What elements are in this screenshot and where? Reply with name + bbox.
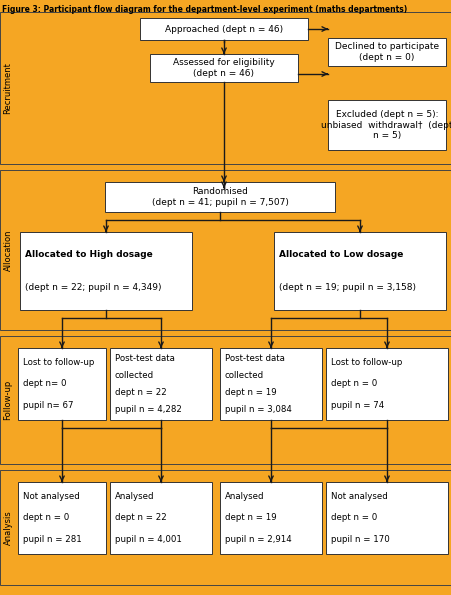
Bar — [0, 470, 451, 585]
Bar — [273, 232, 445, 310]
Text: Approached (dept n = 46): Approached (dept n = 46) — [165, 24, 282, 33]
Text: collected: collected — [225, 371, 263, 380]
Bar — [18, 482, 106, 554]
Bar — [220, 348, 321, 420]
Text: pupil n = 281: pupil n = 281 — [23, 536, 82, 544]
Text: Randomised
(dept n = 41; pupil n = 7,507): Randomised (dept n = 41; pupil n = 7,507… — [151, 187, 288, 206]
Bar — [110, 348, 212, 420]
Bar — [18, 348, 106, 420]
Text: dept n = 0: dept n = 0 — [23, 513, 69, 522]
Text: Post-test data: Post-test data — [225, 355, 284, 364]
Bar — [150, 54, 297, 82]
Text: (dept n = 22; pupil n = 4,349): (dept n = 22; pupil n = 4,349) — [25, 283, 161, 293]
Text: Not analysed: Not analysed — [330, 491, 387, 500]
Text: Analysed: Analysed — [225, 491, 264, 500]
Text: pupil n= 67: pupil n= 67 — [23, 401, 74, 411]
Bar — [325, 348, 447, 420]
Bar — [105, 182, 334, 212]
Bar — [110, 482, 212, 554]
Bar — [0, 12, 451, 164]
Text: pupil n = 3,084: pupil n = 3,084 — [225, 405, 291, 414]
Text: Recruitment: Recruitment — [4, 62, 13, 114]
Text: Allocated to High dosage: Allocated to High dosage — [25, 249, 152, 259]
Text: dept n = 22: dept n = 22 — [115, 513, 166, 522]
Bar — [220, 482, 321, 554]
Bar — [327, 100, 445, 150]
Text: collected: collected — [115, 371, 154, 380]
Text: dept n = 19: dept n = 19 — [225, 513, 276, 522]
Text: pupil n = 170: pupil n = 170 — [330, 536, 389, 544]
Text: pupil n = 4,282: pupil n = 4,282 — [115, 405, 181, 414]
Text: Figure 3: Participant flow diagram for the department-level experiment (maths de: Figure 3: Participant flow diagram for t… — [2, 5, 406, 14]
Text: pupil n = 74: pupil n = 74 — [330, 401, 383, 411]
Text: Declined to participate
(dept n = 0): Declined to participate (dept n = 0) — [334, 42, 438, 62]
Bar — [325, 482, 447, 554]
Text: (dept n = 19; pupil n = 3,158): (dept n = 19; pupil n = 3,158) — [278, 283, 415, 293]
Text: Excluded (dept n = 5):
unbiased  withdrawal†  (dept
n = 5): Excluded (dept n = 5): unbiased withdraw… — [321, 110, 451, 140]
Text: Lost to follow-up: Lost to follow-up — [330, 358, 401, 367]
Text: dept n = 0: dept n = 0 — [330, 513, 377, 522]
Bar — [327, 38, 445, 66]
Text: Analysis: Analysis — [4, 510, 13, 545]
Text: Lost to follow-up: Lost to follow-up — [23, 358, 94, 367]
Text: Assessed for eligibility
(dept n = 46): Assessed for eligibility (dept n = 46) — [173, 58, 274, 78]
Text: dept n = 0: dept n = 0 — [330, 380, 377, 389]
Text: Post-test data: Post-test data — [115, 355, 175, 364]
Bar — [0, 336, 451, 464]
Text: pupil n = 4,001: pupil n = 4,001 — [115, 536, 181, 544]
Text: Allocation: Allocation — [4, 229, 13, 271]
Text: dept n= 0: dept n= 0 — [23, 380, 66, 389]
Bar — [140, 18, 307, 40]
Text: Allocated to Low dosage: Allocated to Low dosage — [278, 249, 402, 259]
Text: Follow-up: Follow-up — [4, 380, 13, 420]
Bar — [20, 232, 192, 310]
Bar — [0, 170, 451, 330]
Text: dept n = 19: dept n = 19 — [225, 388, 276, 397]
Text: Analysed: Analysed — [115, 491, 154, 500]
Text: pupil n = 2,914: pupil n = 2,914 — [225, 536, 291, 544]
Text: Not analysed: Not analysed — [23, 491, 79, 500]
Text: dept n = 22: dept n = 22 — [115, 388, 166, 397]
